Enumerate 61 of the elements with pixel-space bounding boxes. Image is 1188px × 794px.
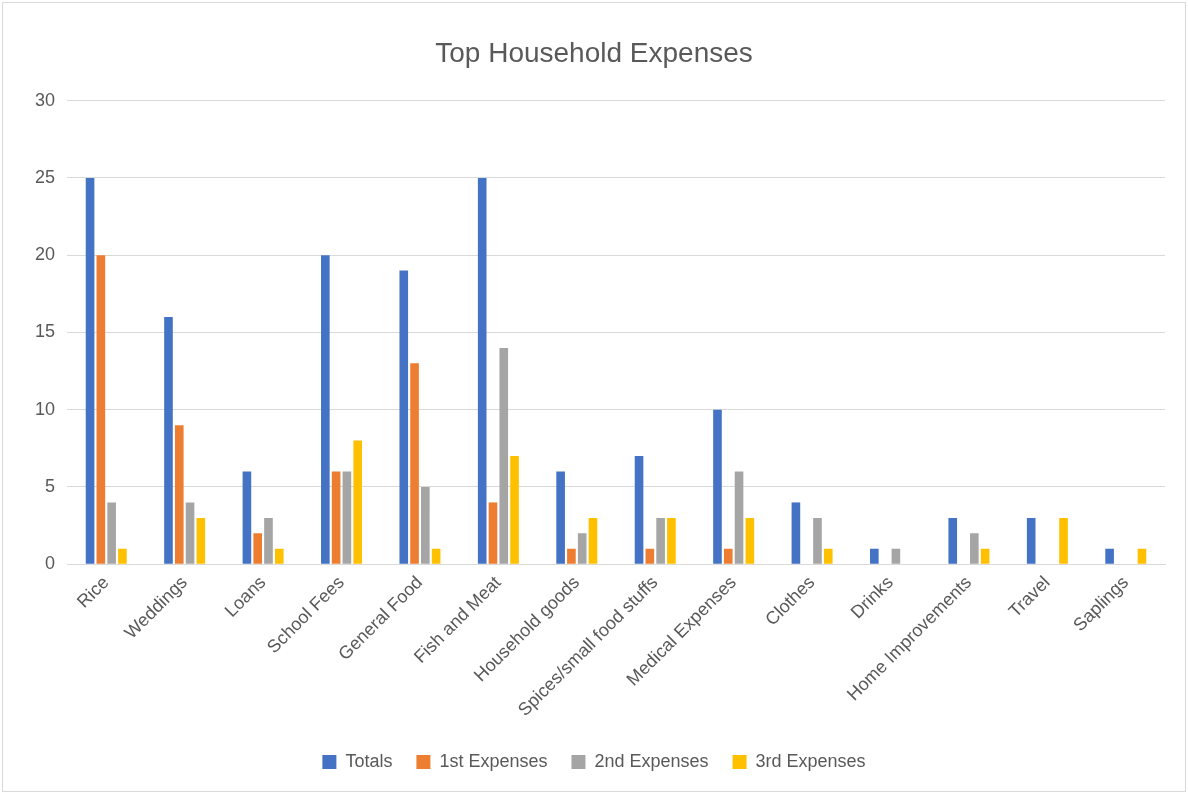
bar (1105, 548, 1114, 564)
bar (174, 425, 184, 564)
bar (588, 517, 598, 564)
y-tick-label: 15 (34, 321, 56, 342)
bar (410, 363, 419, 564)
legend-label: 3rd Expenses (755, 750, 866, 771)
bar (567, 548, 576, 564)
bar (891, 548, 901, 564)
bar (107, 502, 116, 564)
legend-label: 1st Expenses (439, 750, 548, 771)
bar (634, 456, 644, 564)
bar (1026, 517, 1036, 564)
x-tick-label: Rice (72, 572, 113, 612)
bar (980, 548, 990, 564)
bar (118, 548, 127, 564)
bar (970, 533, 979, 564)
chart-title: Top Household Expenses (435, 36, 753, 68)
bar (164, 316, 173, 564)
y-tick-label: 10 (34, 398, 56, 419)
y-tick-label: 30 (34, 89, 56, 110)
bar (656, 517, 665, 564)
bar (253, 533, 263, 564)
bar (813, 517, 822, 564)
legend-label: 2nd Expenses (594, 750, 709, 771)
bar (734, 471, 744, 564)
bar (667, 517, 676, 564)
bar (421, 486, 430, 564)
bar (1137, 548, 1147, 564)
bar (321, 255, 330, 564)
bar (499, 347, 509, 564)
y-tick-label: 20 (34, 244, 56, 265)
bar (870, 548, 879, 564)
bar (791, 502, 801, 564)
bar (713, 409, 722, 564)
bar (242, 471, 252, 564)
bar (399, 270, 409, 564)
bar (556, 471, 565, 564)
bar (488, 502, 498, 564)
bar (477, 177, 487, 564)
bar (274, 548, 284, 564)
bar (96, 255, 106, 564)
bar (823, 548, 833, 564)
bar (1059, 517, 1068, 564)
bar (645, 548, 655, 564)
bar (723, 548, 733, 564)
legend-label: Totals (345, 750, 393, 771)
bar (948, 517, 958, 564)
bar (196, 517, 206, 564)
bar (745, 517, 755, 564)
bar (431, 548, 441, 564)
bar (577, 533, 587, 564)
y-tick-label: 0 (45, 553, 56, 574)
y-tick-label: 5 (45, 475, 56, 496)
bar (353, 440, 363, 564)
bar (185, 502, 195, 564)
y-tick-label: 25 (34, 166, 56, 187)
bar (264, 517, 273, 564)
bar (510, 456, 519, 564)
bar (342, 471, 352, 564)
bar (85, 177, 95, 564)
bar (331, 471, 341, 564)
